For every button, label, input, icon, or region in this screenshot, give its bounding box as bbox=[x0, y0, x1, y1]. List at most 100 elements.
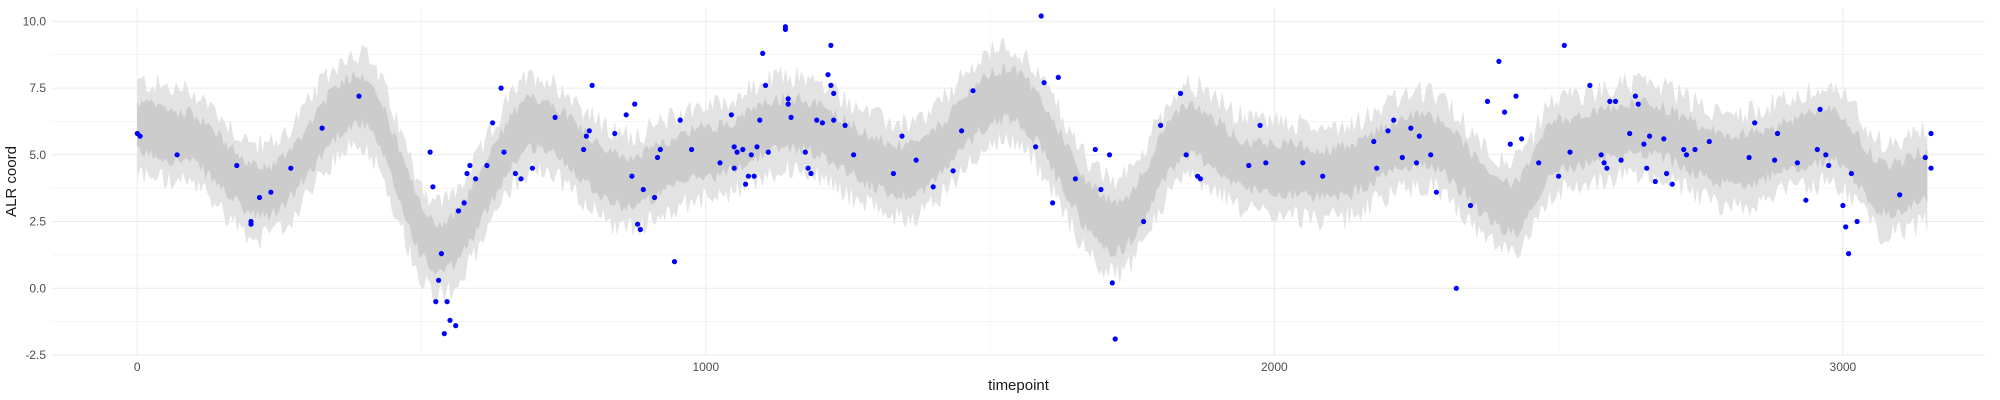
data-point bbox=[1197, 176, 1203, 182]
data-point bbox=[501, 149, 507, 155]
data-point bbox=[1664, 170, 1670, 177]
data-point bbox=[612, 130, 618, 137]
data-point bbox=[453, 323, 459, 329]
data-point bbox=[1627, 130, 1633, 137]
data-point bbox=[356, 93, 362, 99]
data-point bbox=[1112, 336, 1118, 342]
data-point bbox=[1502, 109, 1508, 115]
data-point bbox=[1177, 90, 1184, 96]
data-point bbox=[1644, 165, 1650, 171]
y-tick-label: 7.5 bbox=[29, 81, 46, 95]
data-point bbox=[1601, 160, 1607, 166]
data-point bbox=[1922, 154, 1928, 161]
data-point bbox=[1607, 98, 1613, 104]
data-point bbox=[831, 90, 837, 96]
y-tick-label: 2.5 bbox=[29, 215, 46, 229]
data-point bbox=[268, 189, 274, 195]
data-point bbox=[899, 133, 905, 139]
data-point bbox=[1092, 146, 1098, 153]
data-point bbox=[743, 181, 749, 187]
data-point bbox=[1794, 160, 1800, 166]
data-point bbox=[677, 117, 683, 123]
data-point bbox=[1928, 165, 1934, 171]
data-point bbox=[819, 120, 826, 126]
data-point bbox=[1652, 178, 1658, 185]
data-point bbox=[461, 200, 467, 206]
data-point bbox=[1300, 160, 1306, 166]
data-point bbox=[589, 82, 595, 88]
data-point bbox=[586, 128, 592, 134]
data-point bbox=[671, 259, 678, 265]
data-point bbox=[1098, 186, 1104, 193]
data-point bbox=[808, 170, 814, 177]
data-point bbox=[1854, 218, 1860, 225]
data-point bbox=[1408, 125, 1414, 131]
data-point bbox=[1604, 165, 1610, 171]
data-point bbox=[1158, 122, 1164, 128]
data-point bbox=[1536, 160, 1542, 166]
data-point bbox=[734, 149, 740, 155]
data-point bbox=[782, 26, 789, 32]
data-point bbox=[1823, 152, 1829, 158]
data-point bbox=[248, 221, 254, 227]
data-point bbox=[689, 146, 695, 153]
data-point bbox=[1692, 146, 1698, 153]
data-point bbox=[1050, 200, 1056, 206]
data-point bbox=[490, 120, 496, 126]
data-point bbox=[529, 165, 536, 171]
data-point bbox=[512, 170, 519, 177]
data-point bbox=[623, 112, 629, 118]
data-point bbox=[1507, 141, 1513, 147]
data-point bbox=[288, 165, 294, 171]
data-point bbox=[1183, 152, 1189, 158]
data-point bbox=[1587, 82, 1593, 88]
x-tick-label: 3000 bbox=[1830, 360, 1857, 374]
data-point bbox=[805, 165, 811, 171]
data-point bbox=[1846, 251, 1852, 257]
data-point bbox=[583, 133, 590, 139]
data-point bbox=[1843, 224, 1849, 230]
data-point bbox=[1484, 98, 1491, 104]
data-point bbox=[1556, 173, 1562, 179]
x-tick-label: 0 bbox=[134, 360, 141, 374]
data-point bbox=[959, 128, 965, 134]
data-point bbox=[1928, 130, 1934, 137]
data-point bbox=[1772, 157, 1778, 163]
data-point bbox=[1106, 152, 1113, 158]
data-point bbox=[728, 112, 735, 118]
data-point bbox=[1706, 138, 1712, 145]
axes: -2.5 0.0 2.5 5.0 7.5 10.0 0 1000 2000 3000 bbox=[23, 14, 1857, 374]
y-tick-label: 0.0 bbox=[29, 281, 46, 295]
data-point bbox=[762, 82, 769, 88]
data-point bbox=[851, 152, 857, 158]
data-point bbox=[1746, 154, 1752, 161]
data-point bbox=[1683, 152, 1690, 158]
data-point bbox=[637, 226, 644, 233]
y-tick-label: 5.0 bbox=[29, 148, 46, 162]
data-point bbox=[1246, 162, 1252, 169]
data-point bbox=[717, 160, 723, 166]
data-point bbox=[467, 162, 473, 169]
data-point bbox=[814, 117, 820, 123]
data-point bbox=[1681, 146, 1687, 153]
data-point bbox=[1632, 93, 1638, 99]
data-point bbox=[1038, 13, 1044, 19]
data-point bbox=[1774, 130, 1781, 137]
data-point bbox=[640, 186, 646, 193]
data-point bbox=[657, 146, 663, 153]
data-point bbox=[1848, 170, 1854, 177]
data-point bbox=[1257, 122, 1263, 128]
data-point bbox=[828, 42, 834, 49]
data-point bbox=[1072, 176, 1078, 182]
data-point bbox=[1263, 160, 1269, 166]
data-point bbox=[444, 299, 450, 305]
x-tick-label: 2000 bbox=[1261, 360, 1288, 374]
data-point bbox=[1635, 101, 1641, 107]
data-point bbox=[745, 173, 752, 179]
data-point bbox=[1141, 218, 1147, 225]
y-tick-label: 10.0 bbox=[23, 14, 47, 28]
data-point bbox=[1612, 98, 1619, 104]
data-point bbox=[552, 114, 558, 120]
y-axis-title: ALR coord bbox=[3, 146, 20, 217]
